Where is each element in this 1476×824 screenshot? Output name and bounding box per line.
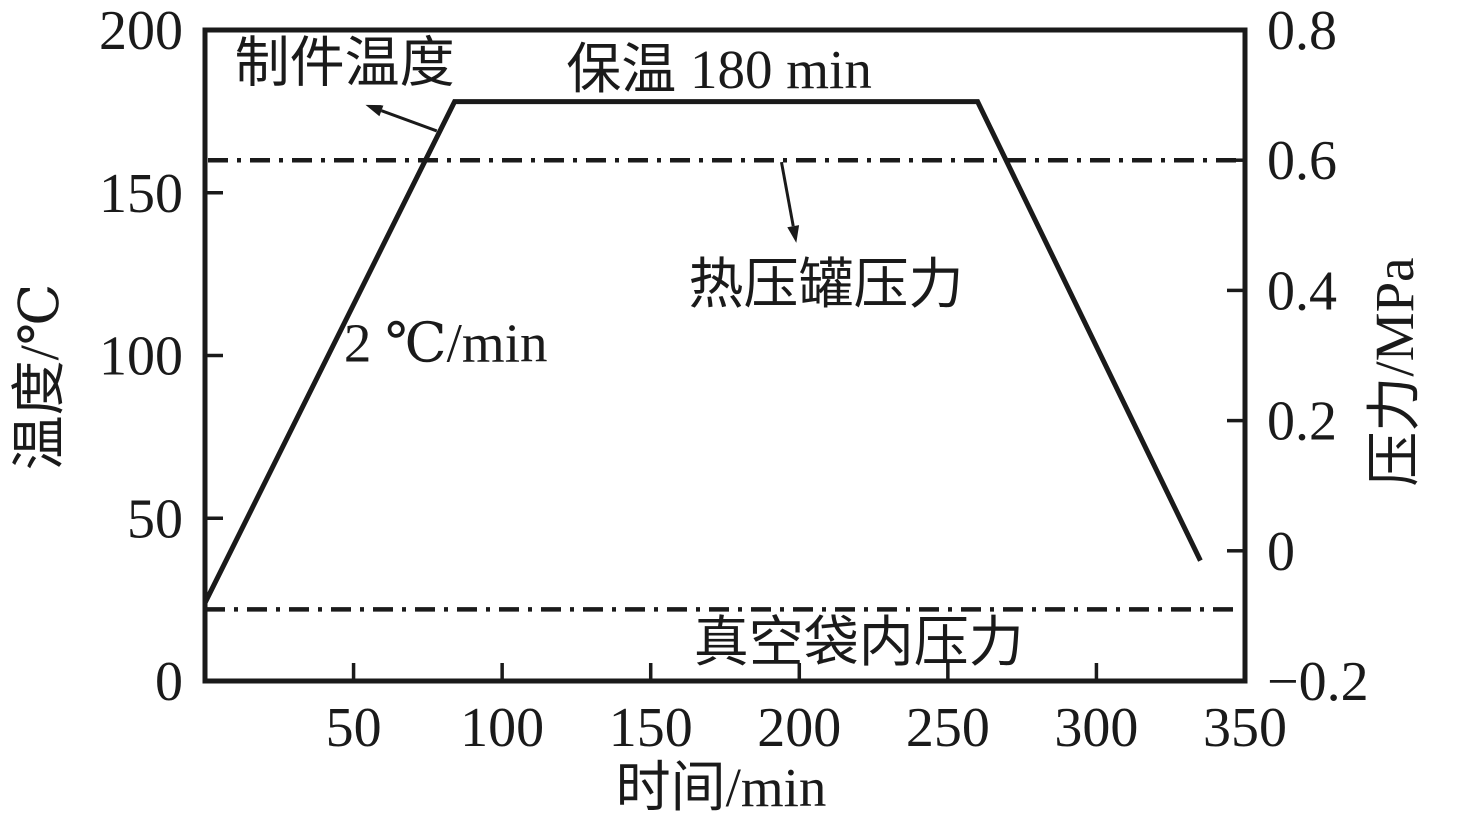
x-tick-label: 150 (609, 697, 693, 759)
right-tick-label: 0.6 (1267, 130, 1337, 192)
annotation-arrow-autoclave-pressure (779, 161, 795, 227)
left-tick-label: 0 (155, 651, 183, 713)
annotation-label-vacuum-bag-pressure: 真空袋内压力 (694, 612, 1024, 673)
x-tick-label: 50 (326, 697, 382, 759)
right-tick-label: 0 (1267, 521, 1295, 583)
x-tick-label: 300 (1054, 697, 1138, 759)
x-axis-title: 时间/min (616, 757, 827, 818)
left-tick-label: 150 (99, 163, 183, 225)
left-tick-label: 200 (99, 0, 183, 62)
right-tick-label: 0.2 (1267, 391, 1337, 453)
annotation-label-part-temperature: 制件温度 (235, 33, 455, 94)
plot-frame (202, 27, 1248, 684)
arrowhead-icon (787, 225, 800, 243)
temperature-curve (202, 99, 1203, 605)
left-tick-label: 100 (99, 326, 183, 388)
x-tick-label: 350 (1203, 697, 1287, 759)
arrowhead-icon (365, 104, 384, 117)
left-tick-label: 50 (127, 488, 183, 550)
annotation-arrow-part-temperature (380, 109, 438, 133)
annotation-label-autoclave-pressure: 热压罐压力 (689, 254, 964, 315)
x-tick-label: 200 (757, 697, 841, 759)
x-tick-label: 250 (906, 697, 990, 759)
x-tick-label: 100 (460, 697, 544, 759)
left-axis-title: 温度/℃ (9, 284, 70, 471)
annotation-label-ramp-rate: 2 ℃/min (344, 312, 548, 373)
right-tick-label: 0.4 (1267, 260, 1337, 322)
annotation-label-hold-time: 保温 180 min (566, 39, 872, 100)
right-tick-label: −0.2 (1267, 651, 1369, 713)
right-axis-title: 压力/MPa (1364, 257, 1425, 486)
right-tick-label: 0.8 (1267, 0, 1337, 62)
